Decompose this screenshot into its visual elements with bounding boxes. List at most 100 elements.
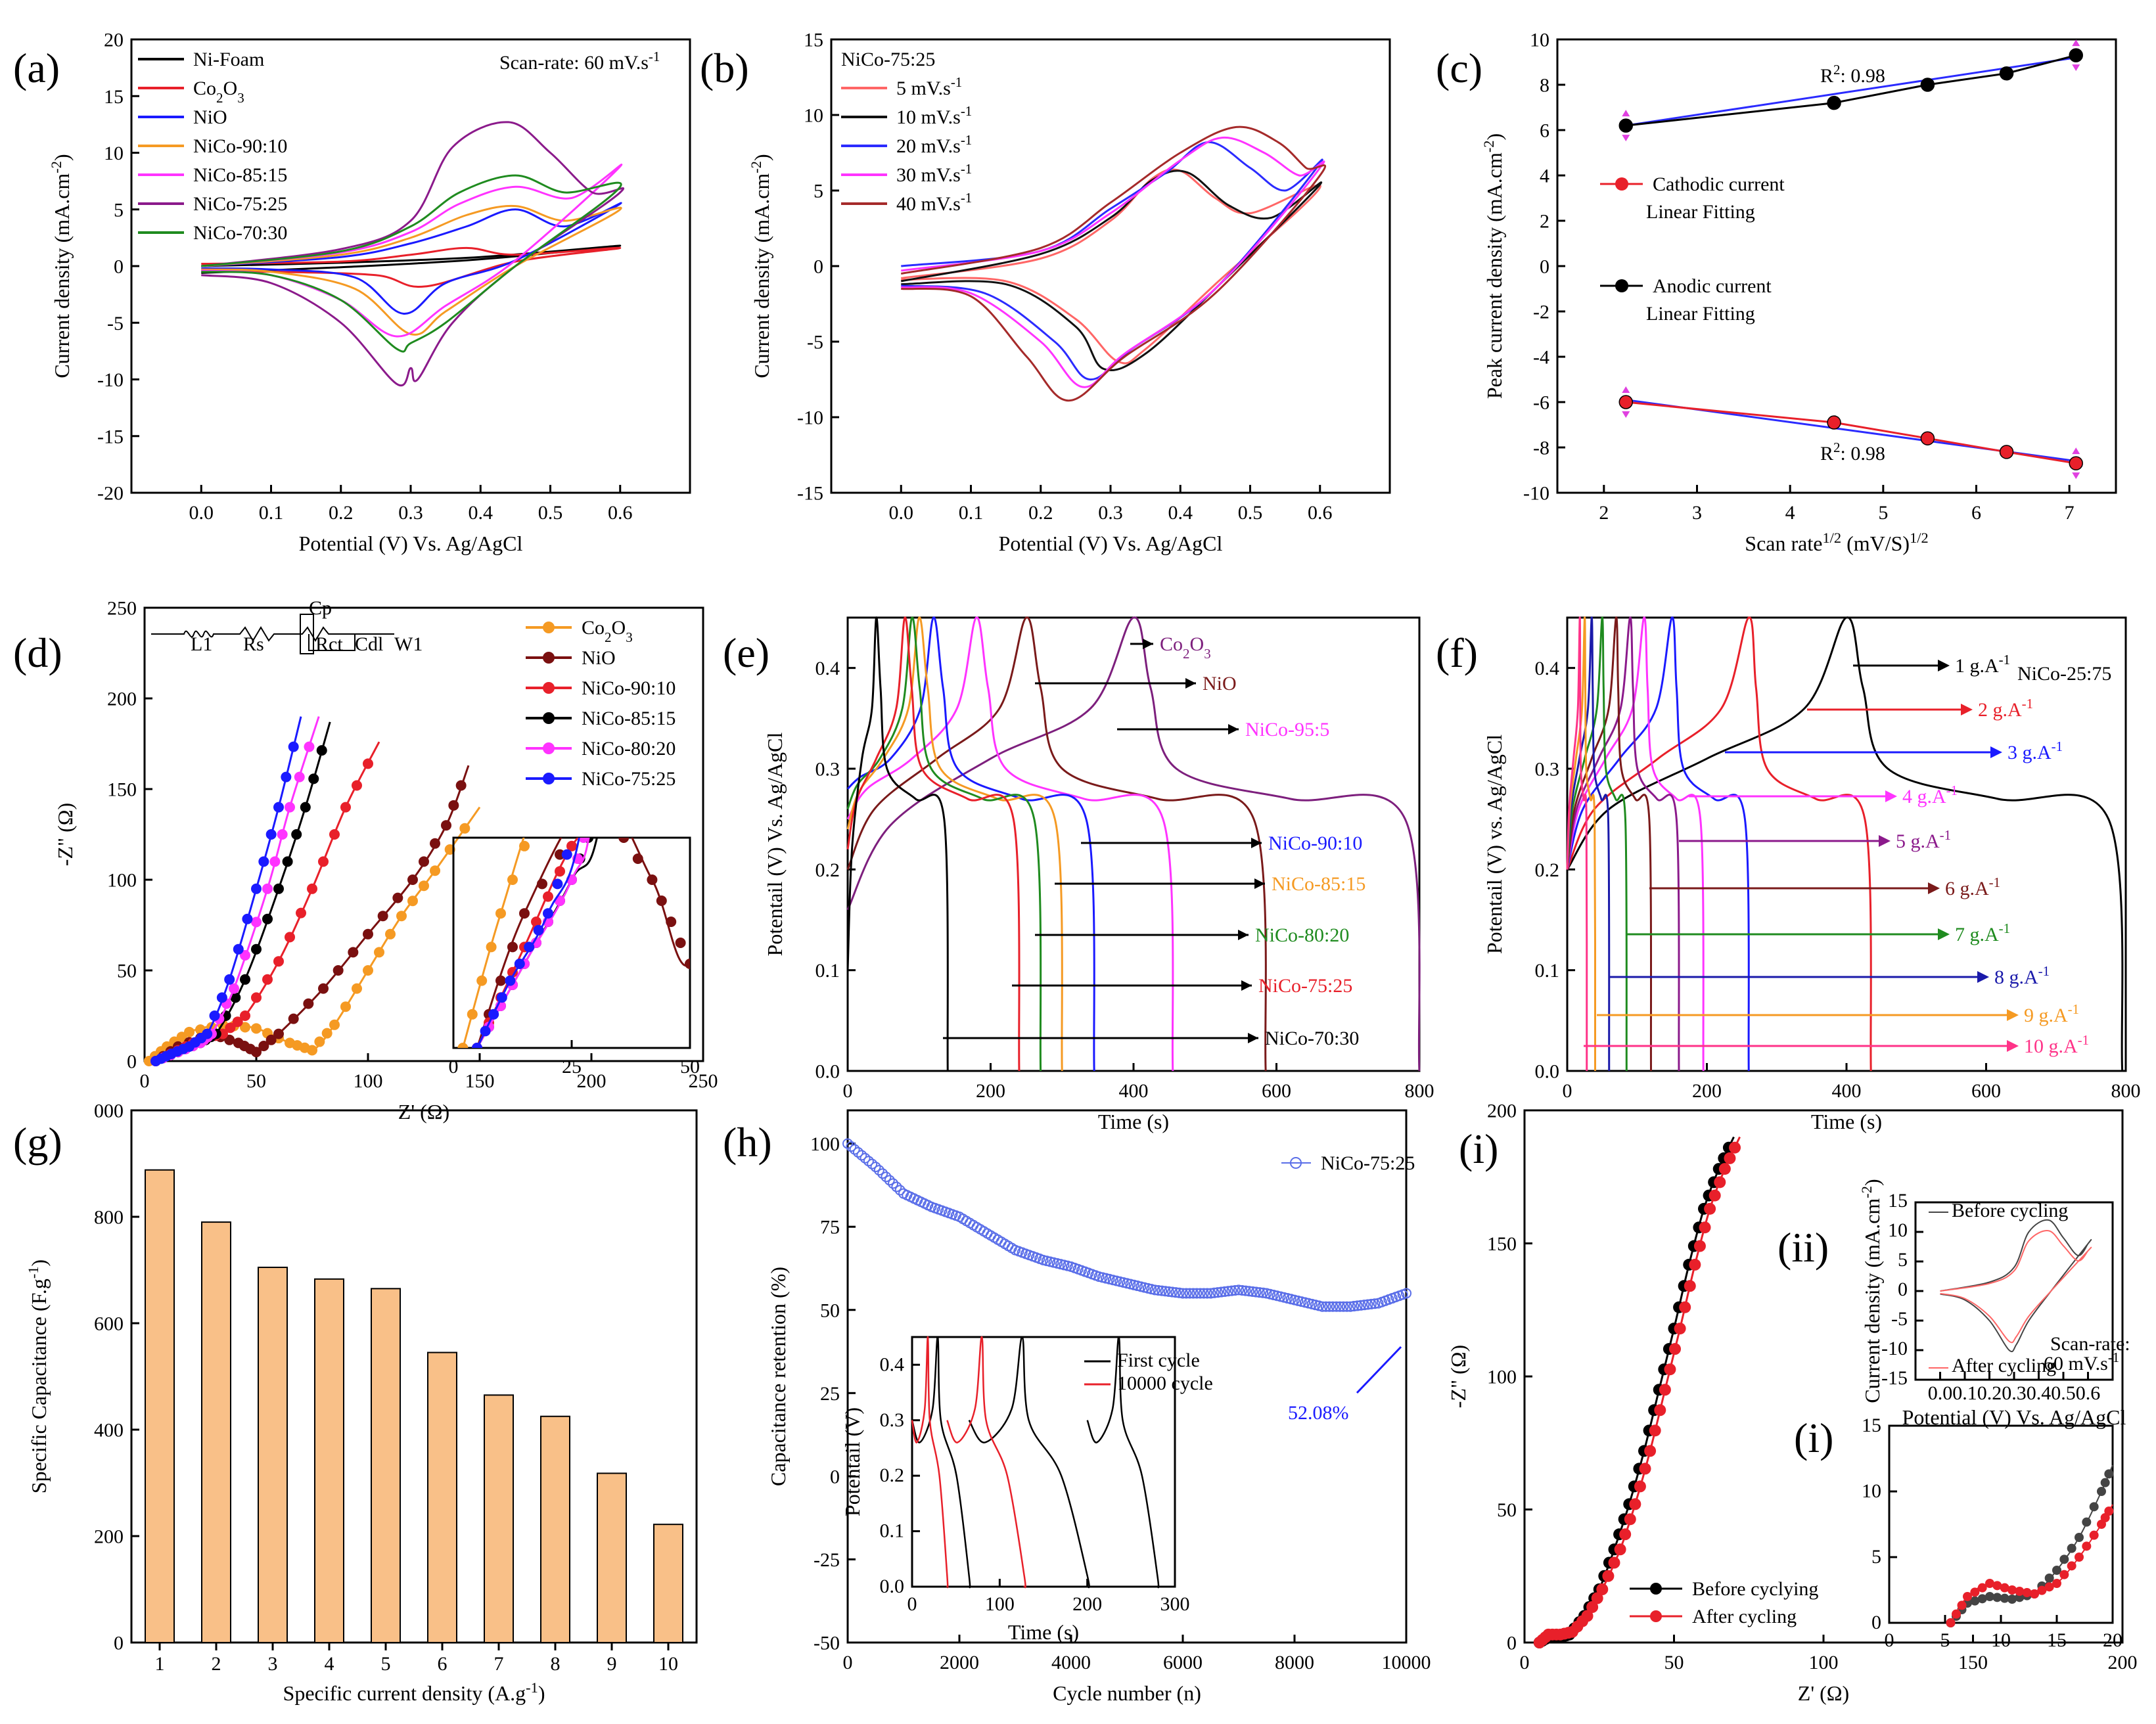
data-point [2069,48,2083,62]
panel-e: (e) 0 200 400 600 800 0.0 0.1 0.2 0.3 0.4 Time (s) P… [723,616,1434,1133]
r2-annotation-anodic: R2: 0.98 [1820,62,1885,87]
inset-eis-point [886,454,896,465]
inset-eis-point [697,370,707,380]
x-tick-label: 50 [680,1056,700,1078]
eis-point [288,1013,299,1024]
eis-point [1729,1141,1741,1154]
series-annotation: 3 g.A-1 [2007,738,2063,763]
x-tick-label: 0.3 [398,502,423,524]
plot-frame [143,606,704,1062]
y-tick-label: 15 [1862,1415,1881,1436]
eis-point [1581,1610,1594,1622]
plot-frame [1888,1424,2114,1624]
eis-point [281,771,292,783]
arrow-head [1885,790,1897,802]
legend-marker [1650,1583,1662,1595]
legend-marker [1290,1157,1302,1169]
x-tick-label: 0.5 [538,502,563,524]
eis-point [340,1001,351,1012]
series-annotation: 10 g.A-1 [2024,1032,2089,1057]
y-tick-label: 100 [810,1133,840,1155]
inset-eis-point [602,803,612,813]
retention-point [894,1185,906,1196]
eis-point [202,1028,213,1039]
eis-point [321,1028,333,1039]
x-tick-label: 0.6 [1308,502,1333,524]
retention-point [1229,1285,1241,1296]
y-tick-label: 75 [820,1217,840,1238]
retention-point [1184,1288,1195,1299]
x-tick-label: 400 [1832,1080,1862,1102]
panel-label: (e) [723,629,769,676]
eis-point [1586,1601,1599,1613]
inset-eis-point [720,832,731,843]
inset-eis-point [519,908,530,919]
circuit-label: L1 [191,633,212,655]
inset-eis-point [697,917,707,927]
inset-eis-point [584,811,595,822]
eis-point [225,1022,236,1033]
inset-eis-point [591,811,602,822]
inset-eis-point [457,1043,469,1048]
panel-label: (a) [13,45,60,91]
y-axis-label: Potentail (V) [840,1407,864,1516]
retention-point [1153,1285,1164,1296]
inset-eis-point [1977,1594,1987,1604]
inset-eis-point [756,685,766,696]
x-tick-label: 0.4 [469,502,493,524]
arrow-head [2007,1009,2019,1021]
x-tick-label: 0.4 [2027,1382,2052,1404]
inset-eis-point [732,118,743,128]
eis-point [396,911,407,922]
eis-curve [155,765,470,1062]
arrow-head [1928,882,1940,894]
panel-a: (a) 0.0 0.1 0.2 0.3 0.4 0.5 0.6 -20 -15 -10 -5 0 5 10 1… [13,30,691,555]
inset-eis-curve [476,838,580,1048]
x-tick-label: 0 [907,1593,917,1615]
y-tick-label: 0.2 [815,859,840,881]
inset-eis-point [2100,1478,2110,1487]
y-tick-label: 10 [1862,1480,1881,1502]
y-tick-label: 10 [1888,1219,1908,1241]
gcd-curve [1566,616,1611,1072]
y-axis-label: Current density (mA.cm-2) [48,154,74,378]
inset-eis-point [507,966,518,978]
x-tick-label: 800 [1405,1080,1434,1102]
data-point [1827,95,1841,110]
x-tick-label: 9 [607,1653,617,1675]
x-tick-label: 10000 [1382,1652,1431,1673]
x-tick-label: 150 [465,1070,495,1092]
y-tick-label: 400 [94,1420,124,1441]
inset-eis-point [615,664,626,675]
eis-point [242,913,253,924]
retention-point [1365,1298,1377,1309]
x-tick-label: 25 [562,1056,582,1078]
error-bar-marker [2072,447,2080,480]
x-tick-label: 8000 [1275,1652,1314,1673]
inset-eis-point [628,286,639,296]
gcd-curve [846,616,1174,1072]
legend-title: NiCo-75:25 [841,49,935,70]
y-tick-label: 100 [107,870,137,892]
retention-point [1317,1301,1328,1312]
legend-label: First cycle [1117,1350,1200,1371]
x-tick-label: 3 [1692,502,1702,524]
y-tick-label: -5 [1891,1308,1908,1330]
inset-eis-point [2089,1502,2099,1512]
legend-label: NiCo-75:25 [193,193,287,215]
eis-curve [155,716,320,1062]
inset-eis-point [637,370,648,380]
legend-marker [543,773,555,784]
y-tick-label: 0.0 [880,1576,905,1597]
retention-point [1181,1288,1192,1299]
panel-f: (f) 0 200 400 600 800 0.0 0.1 0.2 0.3 0.4 Time (s) P… [1436,616,2141,1133]
y-tick-label: 0.3 [815,759,840,781]
eis-point [314,1036,325,1047]
series-annotation: 1 g.A-1 [1955,652,2010,677]
eis-point [1596,1583,1609,1595]
retention-point [1247,1286,1258,1297]
panel-label: (h) [723,1119,772,1166]
inset-eis-point [815,883,825,894]
inset-eis-point [2067,1543,2076,1553]
y-tick-label: 0 [1507,1633,1517,1654]
